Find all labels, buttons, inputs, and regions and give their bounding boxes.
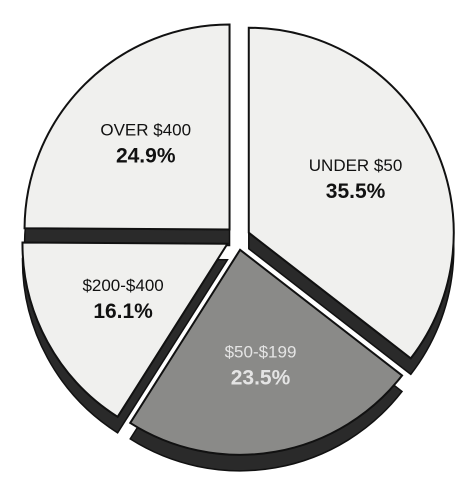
slice-label: UNDER $50 [309,156,403,175]
pie-slice [247,26,455,360]
slice-label: $50-$199 [225,342,297,361]
pie-slice [128,248,404,456]
slice-value: 23.5% [231,366,291,389]
slice-value: 35.5% [326,180,386,203]
pie-slice [23,23,231,231]
slice-label: $200-$400 [82,276,163,295]
pie-slice [21,241,230,419]
slice-value: 24.9% [116,145,176,168]
slice-label: OVER $400 [100,121,191,140]
slice-value: 16.1% [93,300,153,323]
